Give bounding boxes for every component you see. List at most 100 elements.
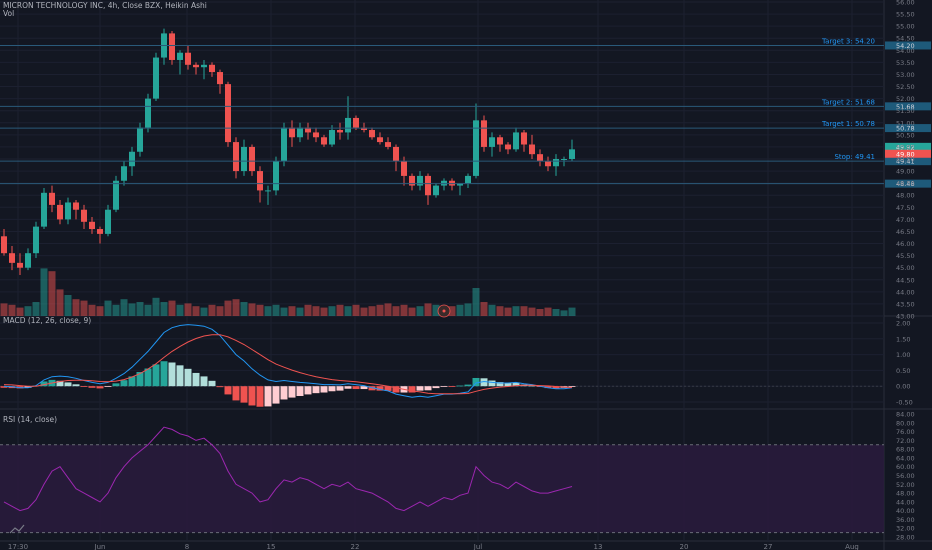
macd-histogram-bar — [248, 386, 256, 406]
candle-body — [273, 161, 279, 191]
macd-histogram-bar — [472, 377, 480, 387]
volume-bar — [24, 306, 32, 316]
candle-body — [265, 190, 271, 192]
signal-line — [3, 334, 573, 395]
candle-body — [209, 64, 215, 73]
candle-body — [545, 161, 551, 167]
candle-body — [513, 132, 519, 150]
macd-tick-label: -0.50 — [896, 399, 913, 407]
candle-body — [409, 175, 415, 186]
rsi-band — [0, 444, 884, 533]
price-levels: Target 3: 54.20 54.20 Target 2: 51.68 51.68… — [0, 37, 931, 188]
rsi-tick-label: 36.00 — [896, 516, 915, 524]
volume-bar — [552, 309, 560, 316]
rsi-tick-label: 64.00 — [896, 454, 915, 462]
volume-bar — [496, 306, 504, 316]
macd-histogram-bar — [568, 386, 576, 387]
candle-body — [121, 166, 127, 181]
time-tick-label: 27 — [764, 543, 773, 550]
time-tick-label: 15 — [267, 543, 276, 550]
rsi-tick-label: 44.00 — [896, 498, 915, 506]
volume-bar — [448, 306, 456, 316]
macd-histogram-bar — [504, 382, 512, 387]
price-level-tag — [885, 102, 931, 111]
volume-bar — [432, 304, 440, 316]
price-tick-label: 52.50 — [896, 83, 915, 91]
time-tick-label: Jul — [473, 543, 483, 550]
candle-body — [553, 159, 559, 167]
volume-bar — [512, 306, 520, 316]
rsi-tick-label: 40.00 — [896, 507, 915, 515]
macd-histogram-bar — [272, 386, 280, 404]
candle-body — [401, 161, 407, 176]
macd-histogram-bar — [80, 386, 88, 387]
price-tick-label: 53.50 — [896, 59, 915, 67]
price-tick-label: 54.50 — [896, 35, 915, 43]
macd-histogram-bar — [96, 386, 104, 389]
macd-line — [3, 324, 573, 398]
volume-bar — [200, 307, 208, 316]
macd-histogram-bar — [424, 386, 432, 391]
volume-bar — [208, 304, 216, 316]
rsi-tick-label: 60.00 — [896, 463, 915, 471]
candle-body — [417, 175, 423, 186]
macd-histogram-bar — [152, 364, 160, 387]
candle-body — [65, 202, 71, 220]
candle-body — [321, 137, 327, 145]
candle-body — [177, 52, 183, 60]
macd-histogram-bar — [104, 386, 112, 387]
volume-bar — [288, 306, 296, 316]
last-price-tag-text: 49.92 — [896, 143, 915, 151]
macd-histogram-bar — [184, 368, 192, 387]
volume-bar — [112, 304, 120, 316]
macd-histogram-bar — [264, 386, 272, 407]
candle-body — [241, 146, 247, 172]
volume-bar — [400, 304, 408, 316]
volume-bar — [360, 307, 368, 316]
candle-body — [537, 154, 543, 162]
volume-bar — [352, 304, 360, 316]
macd-histogram-bar — [256, 386, 264, 407]
volume-bar — [0, 303, 8, 316]
volume-bar — [480, 302, 488, 316]
macd-histogram-bar — [176, 365, 184, 387]
macd-tick-label: 0.00 — [896, 383, 910, 391]
price-tick-label: 50.00 — [896, 143, 915, 151]
rsi-tick-label: 52.00 — [896, 481, 915, 489]
price-axis: 56.00 55.50 55.00 54.50 54.00 53.50 53.00 52.50… — [896, 0, 915, 542]
time-tick-label: Aug — [845, 543, 859, 550]
volume-bar — [392, 306, 400, 316]
volume-bar — [104, 300, 112, 316]
price-tick-label: 53.00 — [896, 71, 915, 79]
macd-histogram-bar — [88, 386, 96, 388]
candle-body — [505, 144, 511, 150]
last-price-tag — [885, 142, 931, 151]
candle-body — [361, 127, 367, 131]
chart-extras — [9, 304, 451, 534]
macd-histogram-bar — [168, 362, 176, 387]
macd-histogram-bar — [192, 372, 200, 387]
candle-body — [201, 64, 207, 68]
volume-bar — [184, 303, 192, 316]
time-tick-label: Jun — [94, 543, 106, 550]
candle-body — [25, 253, 31, 268]
price-tick-label: 47.00 — [896, 216, 915, 224]
volume-bar — [72, 299, 80, 316]
candle-body — [569, 149, 575, 159]
candle-body — [9, 253, 15, 263]
volume-bar — [152, 297, 160, 316]
macd-histogram-bar — [360, 386, 368, 390]
macd-histogram-bar — [408, 386, 416, 393]
candle-body — [297, 127, 303, 138]
rsi-tick-label: 56.00 — [896, 472, 915, 480]
candle-body — [57, 204, 63, 220]
volume-bar — [232, 299, 240, 316]
macd-histogram-bar — [288, 386, 296, 398]
volume-bar — [344, 306, 352, 316]
macd-histogram-bar — [416, 386, 424, 391]
price-tick-label: 55.00 — [896, 23, 915, 31]
volume-bar — [528, 307, 536, 316]
volume-bar — [544, 307, 552, 316]
macd-tick-label: 0.50 — [896, 367, 910, 375]
